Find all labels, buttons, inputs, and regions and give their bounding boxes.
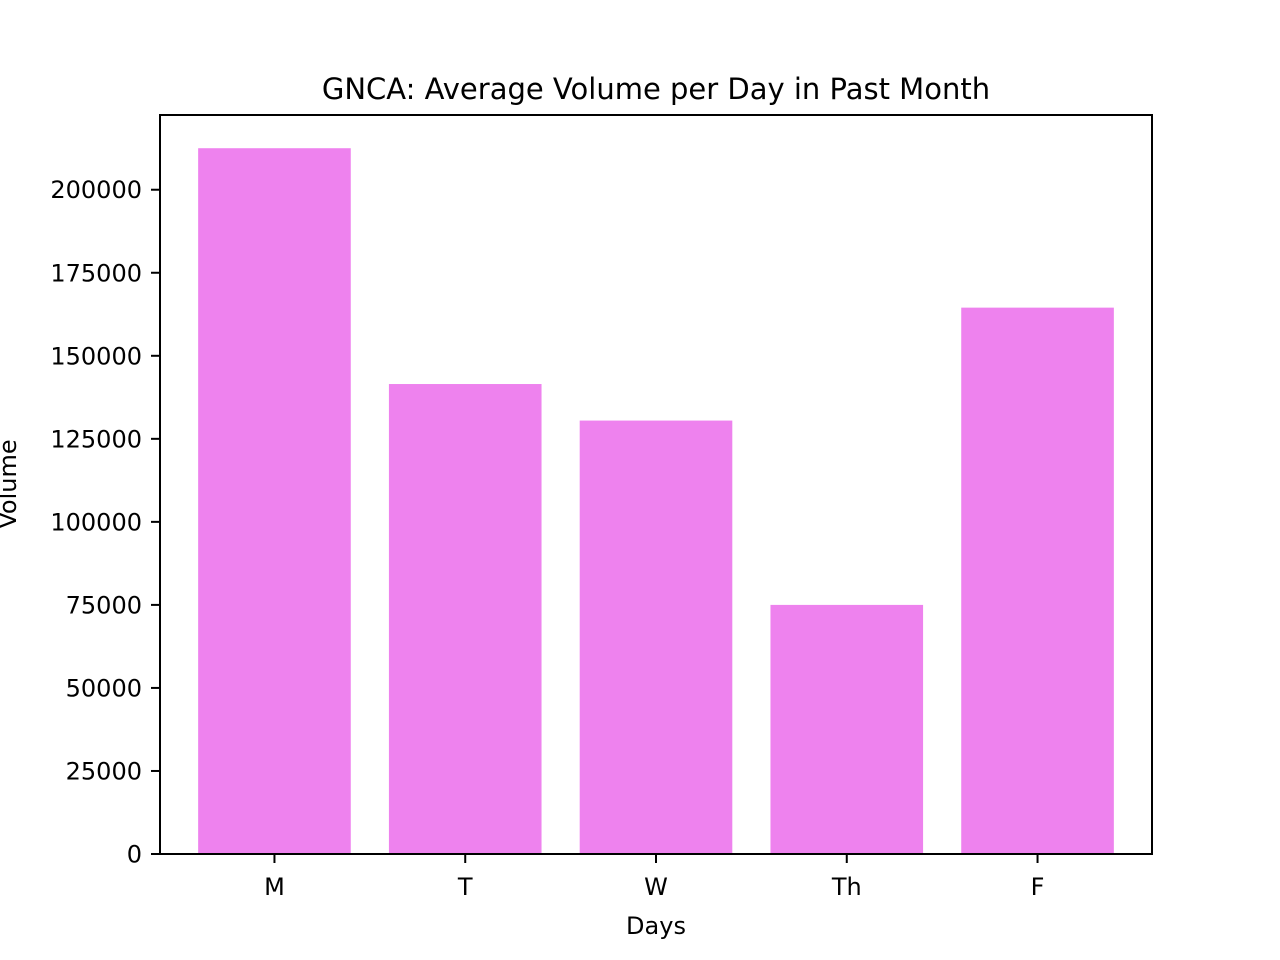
x-axis-ticks: M T W Th F: [264, 854, 1044, 901]
x-tick-label: M: [264, 873, 285, 901]
x-axis-label: Days: [626, 912, 686, 940]
plot-frame: [159, 114, 1153, 855]
y-axis-label: Volume: [0, 439, 22, 528]
x-tick-label: F: [1031, 873, 1045, 901]
y-tick-label: 100000: [50, 508, 142, 536]
y-tick-label: 150000: [50, 342, 142, 370]
bar-m: [198, 148, 351, 854]
y-tick-label: 25000: [66, 757, 142, 785]
chart-title: GNCA: Average Volume per Day in Past Mon…: [322, 72, 990, 106]
bar-f: [961, 307, 1114, 854]
x-tick-label: W: [644, 873, 668, 901]
y-tick-label: 0: [127, 841, 142, 869]
y-axis-ticks: 0 25000 50000 75000 100000 125000 150000 175000…: [50, 176, 160, 869]
bar-t: [388, 384, 542, 854]
y-tick-label: 75000: [66, 591, 142, 619]
x-tick-label: T: [457, 873, 473, 901]
bar-w: [579, 420, 733, 854]
y-tick-label: 125000: [50, 425, 142, 453]
y-tick-label: 50000: [66, 674, 142, 702]
bar-th: [770, 604, 924, 854]
y-tick-label: 175000: [50, 259, 142, 287]
y-tick-label: 200000: [50, 176, 142, 204]
bars-group: [198, 148, 1114, 854]
x-tick-label: Th: [831, 873, 862, 901]
